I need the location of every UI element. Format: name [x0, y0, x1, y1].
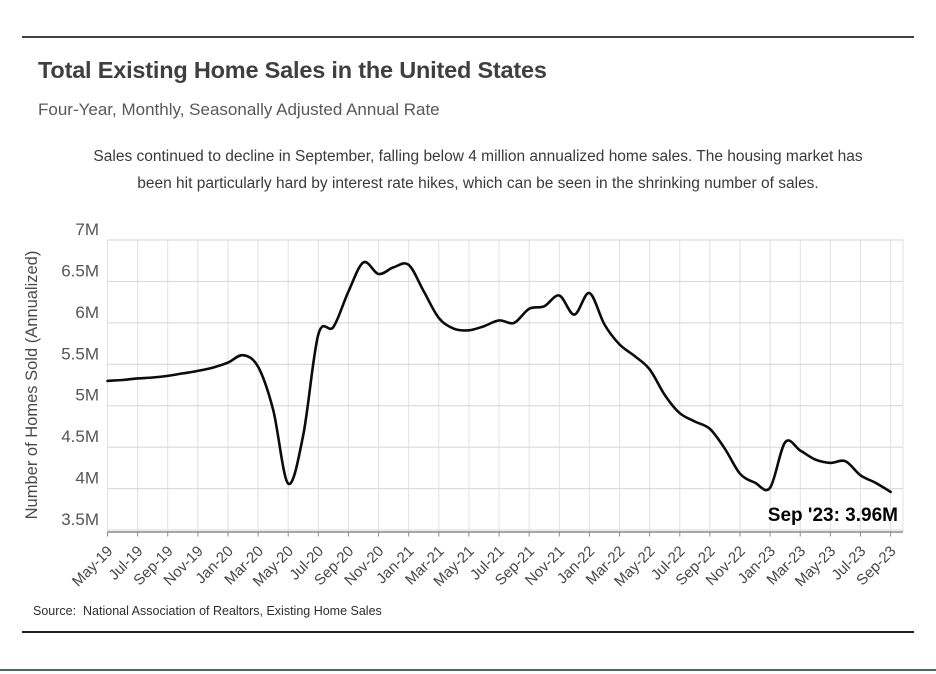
description-line-1: Sales continued to decline in September,…: [93, 148, 863, 165]
chart-description: Sales continued to decline in September,…: [44, 143, 912, 197]
page-title: Total Existing Home Sales in the United …: [38, 57, 547, 83]
y-tick-label: 3.5M: [61, 510, 99, 529]
y-tick-label: 6.5M: [61, 261, 99, 280]
y-tick-label: 7M: [75, 220, 99, 239]
y-tick-label: 4M: [75, 469, 99, 488]
accent-bar: [0, 669, 936, 671]
y-tick-label: 5.5M: [61, 344, 99, 363]
description-line-2: been hit particularly hard by interest r…: [137, 175, 819, 192]
x-tick-label: May-19: [69, 543, 116, 590]
y-tick-label: 6M: [75, 303, 99, 322]
y-tick-label: 5M: [75, 386, 99, 405]
top-rule: [22, 36, 914, 38]
page-subtitle: Four-Year, Monthly, Seasonally Adjusted …: [38, 100, 440, 119]
sales-line: [106, 260, 892, 494]
y-axis-title: Number of Homes Sold (Annualized): [23, 251, 41, 520]
source-note: Source: National Association of Realtors…: [33, 604, 382, 618]
bottom-rule: [22, 631, 914, 633]
y-tick-label: 4.5M: [61, 427, 99, 446]
annotation-label: Sep '23: 3.96M: [768, 505, 898, 526]
